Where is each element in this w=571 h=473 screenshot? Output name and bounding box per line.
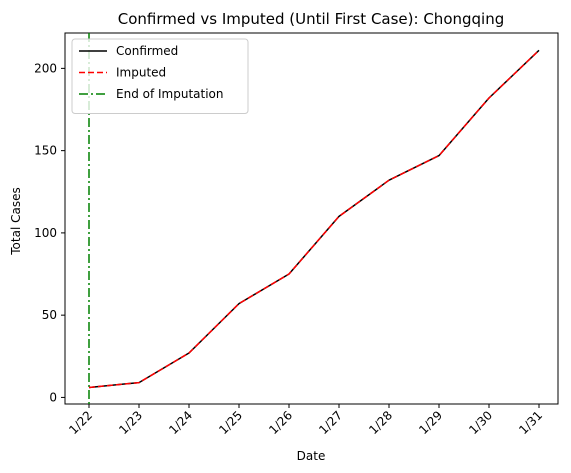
- x-tick-label: 1/31: [516, 408, 545, 437]
- y-tick-label: 100: [34, 226, 57, 240]
- x-tick-label: 1/28: [366, 408, 395, 437]
- y-axis-label: Total Cases: [9, 187, 23, 255]
- y-tick-label: 200: [34, 61, 57, 75]
- x-tick-label: 1/25: [216, 408, 245, 437]
- x-tick-label: 1/26: [266, 408, 295, 437]
- chart-title: Confirmed vs Imputed (Until First Case):…: [118, 10, 505, 28]
- legend-box: [71, 38, 249, 114]
- x-tick-label: 1/30: [466, 408, 495, 437]
- legend-label: End of Imputation: [116, 87, 224, 101]
- legend-label: Confirmed: [116, 44, 178, 58]
- x-tick-label: 1/23: [116, 408, 145, 437]
- legend-label: Imputed: [116, 66, 166, 80]
- series-line-imputed: [88, 49, 540, 389]
- y-tick-label: 150: [34, 144, 57, 158]
- x-tick-label: 1/24: [166, 408, 195, 437]
- x-axis-label: Date: [297, 449, 326, 463]
- y-tick-label: 0: [49, 390, 57, 404]
- y-tick-label: 50: [42, 308, 57, 322]
- x-tick-label: 1/29: [416, 408, 445, 437]
- x-tick-label: 1/22: [66, 408, 95, 437]
- x-tick-label: 1/27: [316, 408, 345, 437]
- legend: Confirmed Imputed End of Imputation: [71, 38, 249, 114]
- plot-frame: [64, 32, 559, 405]
